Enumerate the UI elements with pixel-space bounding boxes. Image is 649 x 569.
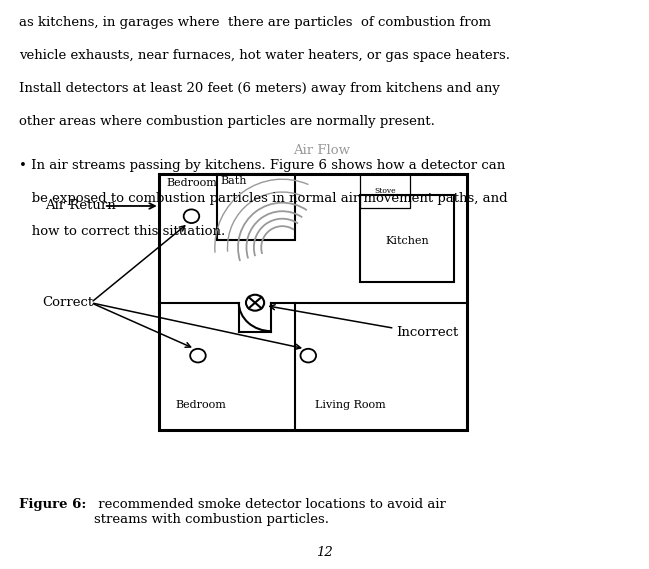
Text: other areas where combustion particles are normally present.: other areas where combustion particles a… [19,115,435,128]
Text: • In air streams passing by kitchens. Figure 6 shows how a detector can: • In air streams passing by kitchens. Fi… [19,159,506,172]
Bar [159,174,467,430]
Text: be exposed to combustion particles in normal air movement paths, and: be exposed to combustion particles in no… [19,192,508,205]
Text: as kitchens, in garages where  there are particles  of combustion from: as kitchens, in garages where there are … [19,16,491,29]
Text: Bedroom: Bedroom [175,399,226,410]
Text: Incorrect: Incorrect [396,327,458,339]
Text: Install detectors at least 20 feet (6 meters) away from kitchens and any: Install detectors at least 20 feet (6 me… [19,82,500,95]
Text: Stove: Stove [374,187,396,195]
Text: 12: 12 [316,546,333,559]
Bar [360,174,410,208]
Text: how to correct this situation.: how to correct this situation. [19,225,226,238]
Bar [217,174,295,240]
Text: Kitchen: Kitchen [386,236,429,246]
Bar [360,195,454,282]
Text: Air Flow: Air Flow [293,145,350,157]
Text: recommended smoke detector locations to avoid air
streams with combustion partic: recommended smoke detector locations to … [94,498,446,526]
Bar [159,174,467,430]
Text: Air Return: Air Return [45,200,116,212]
Text: Living Room: Living Room [315,399,386,410]
Text: Correct: Correct [42,296,93,309]
Text: Figure 6:: Figure 6: [19,498,87,511]
Text: Bath: Bath [221,176,247,187]
Text: vehicle exhausts, near furnaces, hot water heaters, or gas space heaters.: vehicle exhausts, near furnaces, hot wat… [19,49,511,62]
Text: Bedroom: Bedroom [167,178,217,188]
